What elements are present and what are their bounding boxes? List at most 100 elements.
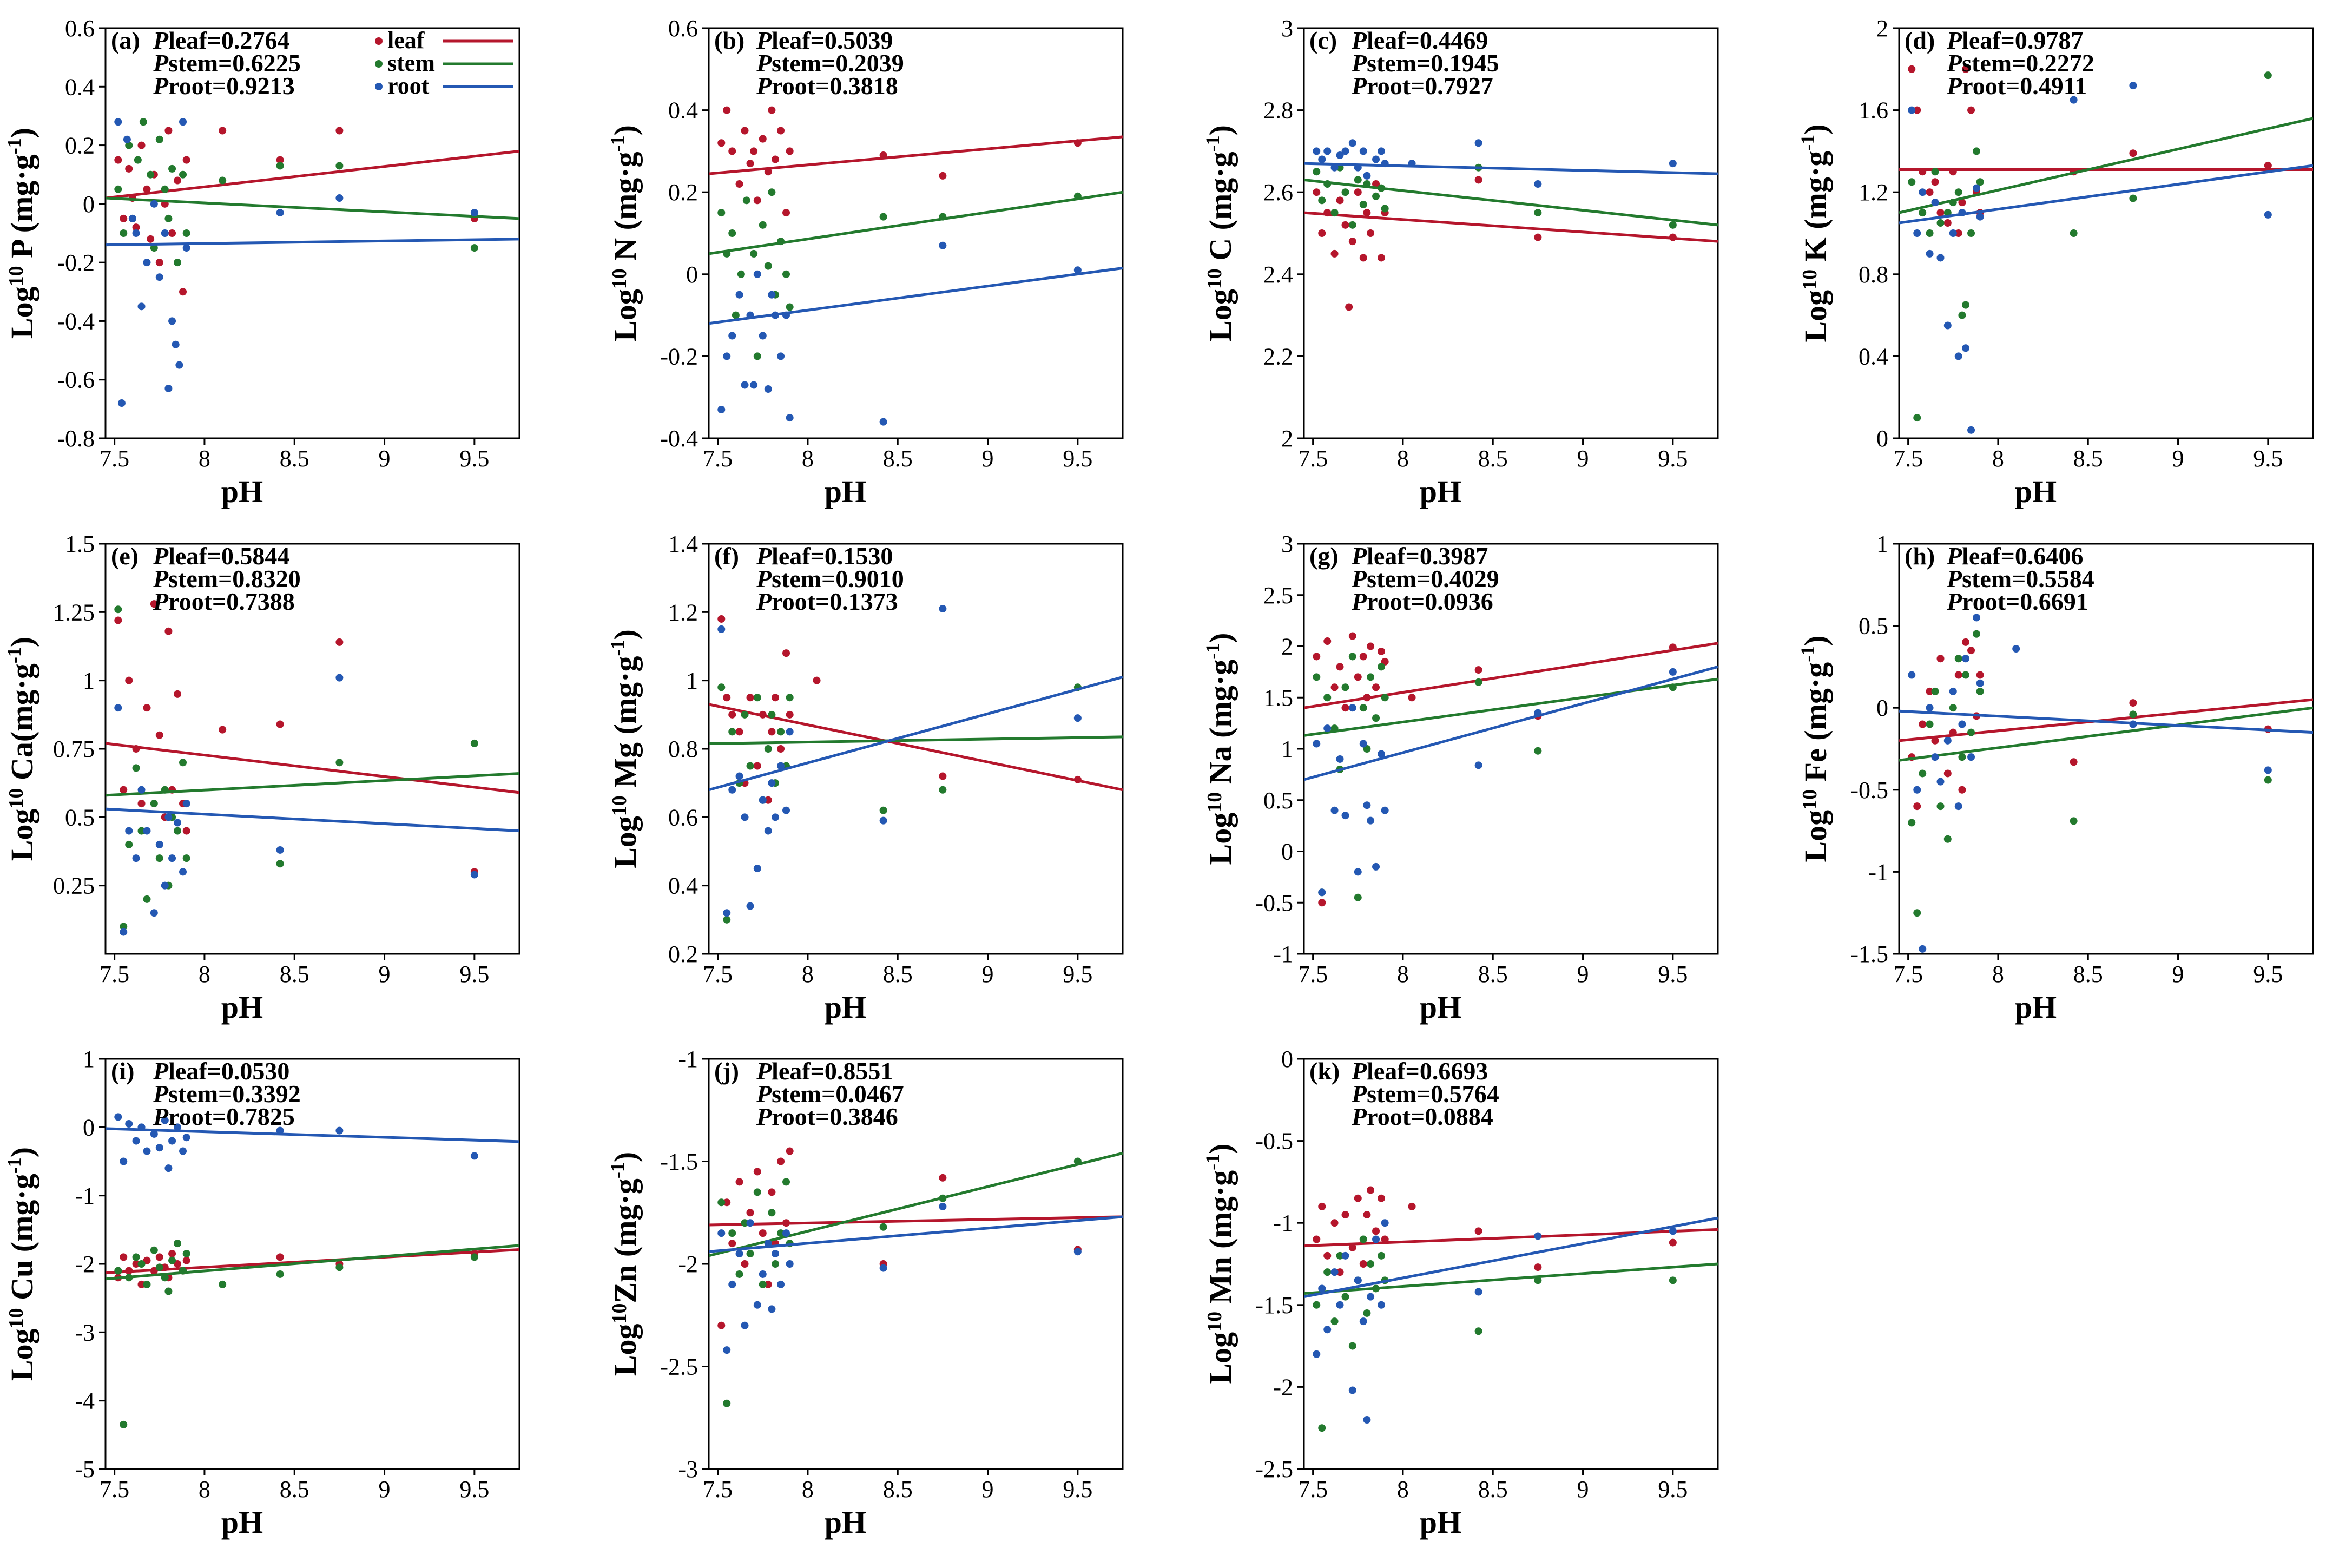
stem-data-point [1330,209,1339,217]
p-value-root: Proot=0.4911 [1946,72,2087,100]
leaf-data-point [161,1263,169,1271]
stem-data-point [723,1399,731,1407]
panel-label: (g) [1309,542,1339,570]
leaf-data-point [155,259,163,267]
leaf-data-point [1962,65,1970,73]
panel-label: (h) [1905,542,1935,570]
y-axis-label-close: ) [1798,124,1833,134]
y-tick-label: 2 [1281,425,1293,452]
leaf-data-point [753,196,761,205]
data-layer [1899,614,2313,953]
leaf-data-point [813,676,821,684]
stem-data-point [717,1198,726,1207]
y-axis-label-main: P (mg·g [4,154,39,266]
root-fit-line [106,807,519,833]
stem-data-point [753,694,761,702]
p-value-leaf: Pleaf=0.9787 [1946,27,2083,54]
x-tick-label: 8 [199,445,210,472]
x-tick-label: 7.5 [1298,445,1328,472]
x-tick-label: 9 [379,445,391,472]
stem-data-point [782,1178,790,1186]
x-tick-label: 9.5 [1063,445,1092,472]
y-tick-label: 2 [1281,634,1293,660]
leaf-data-point [1359,254,1367,262]
stem-data-point [114,605,122,614]
leaf-data-point [125,1267,133,1275]
leaf-data-point [120,214,128,222]
panel-label: (c) [1309,27,1337,54]
stem-fit-line [106,1244,519,1281]
y-axis-label-log: Log [4,1328,39,1381]
stem-data-point [768,710,776,719]
y-axis-label-close: ) [1203,633,1238,643]
y-tick-label: 0 [1281,1046,1293,1072]
chart-panel-j: 7.5 8 8.5 9 9.5 -3 -2.5 -2 -1.5 -1 pH Log10Zn (mg·g… [607,1046,1124,1540]
y-tick-label: 0.4 [1859,343,1888,370]
stem-data-point [772,1260,780,1268]
x-tick-label: 7.5 [703,445,733,472]
root-data-point [137,302,146,311]
y-tick-label: 0.6 [65,15,95,42]
y-axis-label-base: 10 [1203,792,1226,813]
stem-data-point [786,694,794,702]
leaf-data-point [1534,233,1542,241]
root-data-point [128,214,136,222]
x-tick-label: 9.5 [2253,961,2283,987]
p-symbol: P [1351,588,1367,615]
leaf-data-point [1962,638,1970,646]
x-axis-label: pH [825,990,866,1025]
leaf-data-point [1408,1202,1416,1210]
panel-label: (i) [111,1057,134,1085]
p-symbol: P [1351,72,1367,100]
root-data-point [786,414,794,422]
root-data-point [175,361,183,369]
stem-data-point [1363,180,1371,188]
root-data-point [1372,155,1380,163]
chart-panel-g: 7.5 8 8.5 9 9.5 -1 -0.5 0 0.5 1 1.5 2 2.5 3 pH Log10 Na… [1202,531,1719,1025]
x-tick-label: 7.5 [100,1476,129,1503]
x-axis-label: pH [1420,474,1461,509]
x-tick-label: 8.5 [1478,961,1508,987]
p-symbol: P [1946,565,1962,592]
p-value-leaf: Pleaf=0.3987 [1351,542,1488,570]
leaf-data-point [1669,1238,1677,1247]
stem-data-point [1313,168,1321,176]
y-tick-label: 0.8 [1859,261,1888,288]
stem-fit-line [1899,706,2313,762]
stem-data-point [723,249,731,258]
y-axis-label-exponent: -1 [1202,643,1223,660]
leaf-data-point [1926,188,1934,196]
p-symbol: P [756,1080,772,1108]
y-tick-label: -0.5 [1850,777,1888,803]
leaf-data-point [1967,647,1975,655]
y-tick-label: -1 [1273,1210,1293,1236]
stem-data-point [764,262,772,270]
p-symbol: P [756,542,772,570]
y-tick-label: -1 [75,1183,95,1209]
root-data-point [155,1144,163,1152]
p-symbol: P [1946,27,1962,54]
stem-data-point [182,1250,190,1258]
p-symbol: P [1351,1057,1367,1085]
y-axis-label-main: Mn (mg·g [1203,1170,1238,1312]
root-data-point [772,311,780,319]
stem-data-point [143,1280,151,1288]
root-data-point [1943,736,1952,745]
root-data-point [1363,172,1371,180]
root-data-point [1534,1232,1542,1240]
leaf-data-point [2070,758,2078,766]
y-axis-label-main: Cu (mg·g [4,1174,39,1308]
stem-data-point [150,1246,158,1254]
root-data-point [1474,1288,1482,1296]
root-data-point [939,241,947,249]
p-value-text: stem=0.8320 [168,565,301,592]
stem-data-point [219,1280,227,1288]
root-data-point [470,1152,478,1160]
stem-data-point [1318,196,1326,205]
p-value-leaf: Pleaf=0.4469 [1351,27,1488,54]
x-tick-label: 9 [1577,961,1589,987]
stem-data-point [470,739,478,747]
p-symbol: P [153,1080,169,1108]
leaf-data-point [753,762,761,770]
y-axis-label: Log10 P (mg·g-1) [3,128,39,339]
